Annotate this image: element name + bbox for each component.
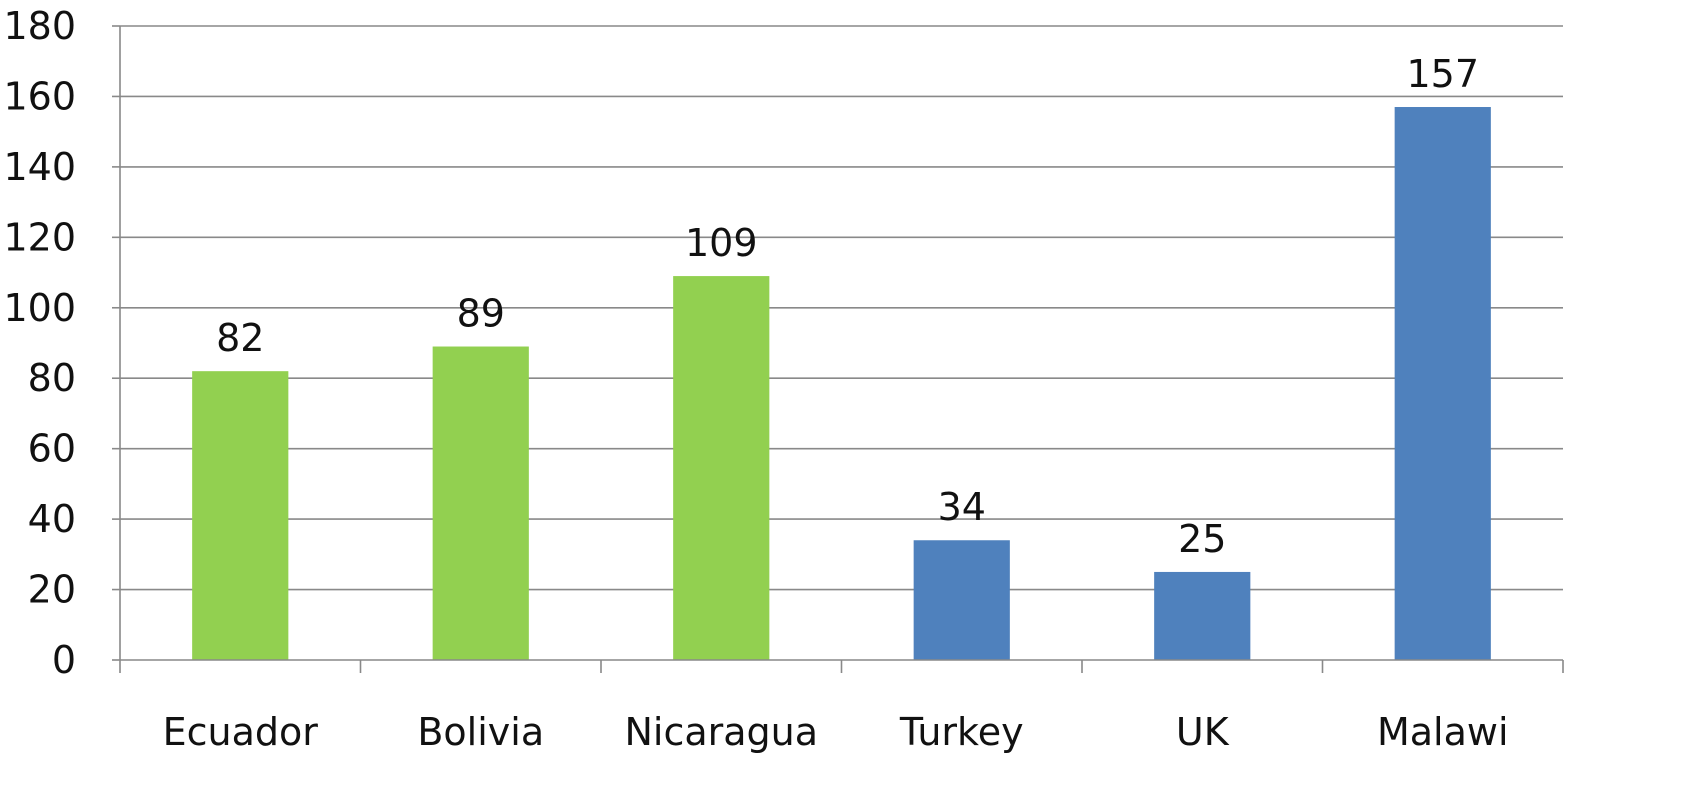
bar-uk	[1154, 571, 1251, 660]
data-label-ecuador: 82	[216, 316, 264, 360]
data-label-nicaragua: 109	[685, 221, 758, 265]
data-label-uk: 25	[1178, 517, 1226, 561]
y-tick-label-180: 180	[3, 4, 76, 48]
gridlines	[120, 25, 1563, 591]
data-label-turkey: 34	[938, 485, 986, 529]
x-tick-label-nicaragua: Nicaragua	[624, 710, 818, 754]
y-tick-label-140: 140	[3, 145, 76, 189]
y-tick-label-60: 60	[28, 427, 76, 471]
x-tick-label-turkey: Turkey	[899, 710, 1024, 754]
bars	[192, 107, 1491, 660]
y-tick-label-100: 100	[3, 286, 76, 330]
y-tick-label-160: 160	[3, 74, 76, 118]
y-tick-label-120: 120	[3, 215, 76, 259]
x-tick-label-uk: UK	[1176, 710, 1230, 754]
bar-turkey	[913, 540, 1010, 660]
bar-nicaragua	[673, 276, 770, 660]
bar-malawi	[1394, 107, 1491, 660]
y-tick-label-80: 80	[28, 356, 76, 400]
data-label-bolivia: 89	[457, 292, 505, 336]
data-label-malawi: 157	[1406, 52, 1479, 96]
bar-ecuador	[192, 371, 289, 660]
axes	[112, 25, 1564, 673]
y-tick-label-40: 40	[28, 497, 76, 541]
x-tick-label-bolivia: Bolivia	[417, 710, 544, 754]
x-tick-label-malawi: Malawi	[1377, 710, 1509, 754]
labels: 0 20 40 60 80 100 120 140 160 180 82 Ecuador 89 Boliv…	[3, 4, 1508, 754]
bar-bolivia	[432, 346, 529, 660]
y-tick-label-0: 0	[52, 638, 76, 682]
x-tick-label-ecuador: Ecuador	[163, 710, 319, 754]
y-tick-label-20: 20	[28, 568, 76, 612]
